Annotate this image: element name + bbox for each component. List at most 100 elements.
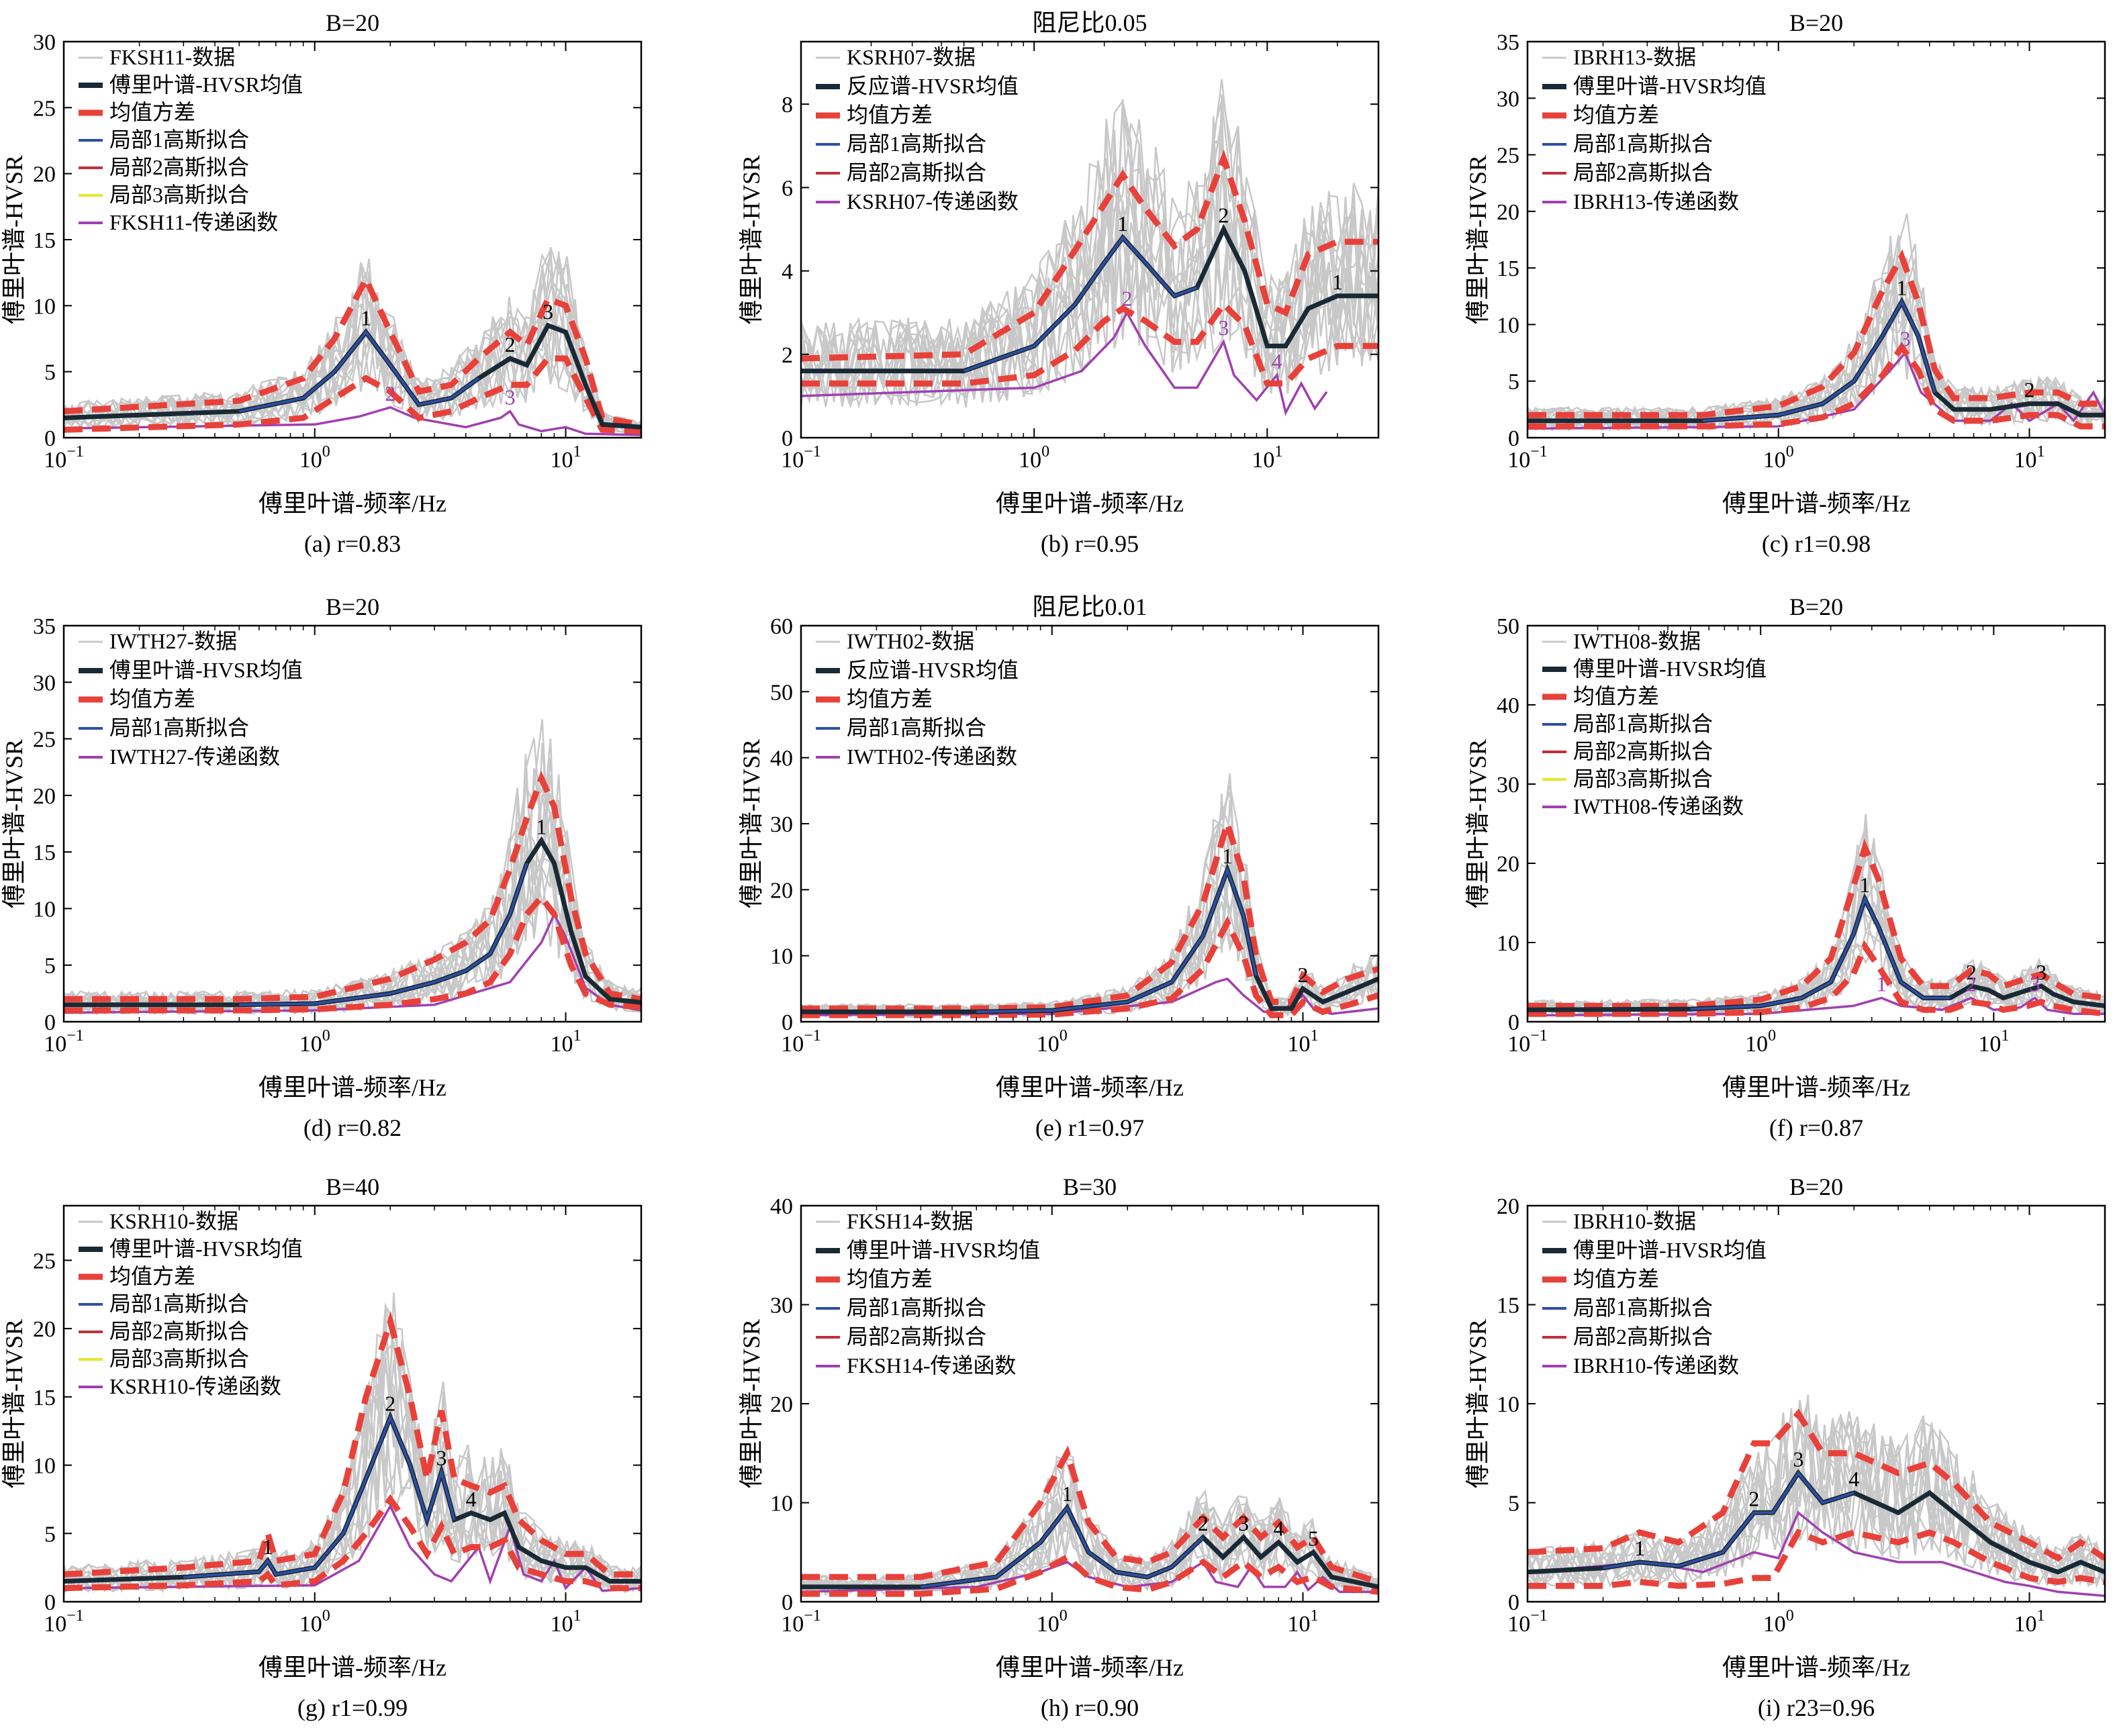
- x-tick-base: 10: [1978, 1032, 2001, 1057]
- y-tick-label: 10: [770, 945, 793, 969]
- x-tick-label: 101: [550, 1027, 581, 1057]
- x-tick-base: 10: [1287, 1612, 1310, 1637]
- legend-entry: 傅里叶谱-HVSR均值: [1573, 1238, 1767, 1262]
- peak-label: 3: [1218, 316, 1229, 340]
- chart-caption: (b) r=0.95: [1041, 530, 1139, 557]
- legend-entry: IWTH02-数据: [847, 629, 974, 653]
- peak-label: 1: [1332, 270, 1343, 294]
- plot-area: 12: [801, 773, 1378, 1019]
- peak-label: 3: [543, 299, 553, 324]
- axes-frame: [1526, 624, 2106, 1023]
- x-tick-exponent: 0: [1768, 1027, 1776, 1045]
- axes-frame: [62, 624, 643, 1023]
- legend-entry: IWTH27-数据: [109, 629, 237, 653]
- x-tick-label: 10−1: [1507, 443, 1548, 473]
- legend-entry: 均值方差: [1573, 103, 1659, 127]
- transfer-function-line: [64, 405, 641, 436]
- y-tick-label: 0: [44, 1010, 56, 1035]
- legend-entry: 均值方差: [1573, 684, 1659, 708]
- legend-entry: 均值方差: [109, 1264, 195, 1288]
- data-curve: [801, 791, 1378, 1019]
- variance-line: [64, 1494, 641, 1592]
- legend-entry: 傅里叶谱-HVSR均值: [109, 658, 303, 682]
- plot-area: 1 2 3 1 2 3: [1527, 814, 2105, 1018]
- chart-caption: (h) r=0.90: [1041, 1694, 1139, 1721]
- x-tick-exponent: −1: [804, 1027, 821, 1045]
- legend-entry: 局部2高斯拟合: [847, 1324, 986, 1349]
- data-curve: [64, 267, 641, 432]
- y-tick-label: 30: [1497, 87, 1519, 111]
- y-tick-label: 25: [33, 1249, 56, 1273]
- chart-caption: (d) r=0.82: [303, 1114, 402, 1141]
- variance-line: [64, 892, 641, 1014]
- x-tick-exponent: −1: [804, 1607, 821, 1625]
- x-tick-base: 10: [1252, 448, 1274, 473]
- gaussian-fit-1: [1690, 896, 1950, 1010]
- x-axis-label: 傅里叶谱-频率/Hz: [258, 1074, 446, 1101]
- peak-label: 4: [1848, 1467, 1859, 1491]
- y-tick-label: 10: [33, 897, 56, 922]
- peak-label: 1: [1876, 972, 1887, 996]
- variance-line: [64, 355, 641, 434]
- peak-label: 2: [1198, 1511, 1209, 1535]
- y-tick-label: 30: [770, 1294, 793, 1318]
- x-tick-label: 101: [1978, 1027, 2009, 1057]
- x-tick-label: 100: [1037, 1027, 1068, 1057]
- y-tick-label: 10: [1497, 931, 1519, 956]
- x-tick-label: 101: [1287, 1607, 1318, 1637]
- chart-panel-g: B=40 (g) r1=0.99 傅里叶谱-频率/Hz 傅里叶谱-HVSR 1 2 34 0 5…: [1, 1173, 643, 1721]
- y-axis-label: 傅里叶谱-HVSR: [1464, 1319, 1491, 1488]
- transfer-function-line: [801, 309, 1328, 416]
- y-tick-label: 25: [33, 728, 56, 753]
- x-tick-base: 10: [1287, 1032, 1310, 1057]
- x-tick-exponent: −1: [66, 443, 84, 461]
- gaussian-fit-1: [976, 866, 1258, 1014]
- x-tick-label: 101: [2014, 1607, 2044, 1637]
- variance-line: [1527, 342, 2105, 430]
- peak-label: 4: [1272, 349, 1282, 373]
- y-axis-label: 傅里叶谱-HVSR: [1, 155, 28, 324]
- plot-area: 1 2 1 2 3 4: [801, 79, 1378, 416]
- axes-frame: [800, 40, 1380, 439]
- chart-title: B=20: [1789, 593, 1843, 620]
- y-axis-label: 傅里叶谱-HVSR: [738, 155, 765, 324]
- x-axis-label: 傅里叶谱-频率/Hz: [1722, 1654, 1910, 1681]
- chart-title: B=30: [1063, 1173, 1117, 1200]
- x-tick-exponent: −1: [1530, 1607, 1548, 1625]
- y-axis-label: 傅里叶谱-HVSR: [1, 1319, 28, 1488]
- x-tick-exponent: −1: [66, 1027, 84, 1045]
- legend-entry: 局部3高斯拟合: [1573, 767, 1713, 791]
- data-curve: [801, 100, 1378, 407]
- chart-title: B=20: [1789, 9, 1843, 36]
- x-tick-base: 10: [1763, 448, 1786, 473]
- x-tick-exponent: 1: [1310, 1607, 1318, 1625]
- x-tick-exponent: 0: [1060, 1027, 1068, 1045]
- variance-line: [801, 916, 1378, 1018]
- chart-caption: (i) r23=0.96: [1758, 1694, 1875, 1721]
- legend-entry: 局部1高斯拟合: [109, 128, 249, 152]
- y-tick-label: 10: [770, 1492, 793, 1516]
- x-tick-label: 100: [1745, 1027, 1776, 1057]
- legend-entry: 局部2高斯拟合: [1573, 1324, 1713, 1349]
- x-tick-base: 10: [2014, 448, 2036, 473]
- transfer-function-line: [801, 1560, 1378, 1594]
- legend-entry: 局部3高斯拟合: [109, 1347, 249, 1371]
- x-tick-exponent: 0: [1786, 443, 1794, 461]
- gaussian-fit-1: [238, 330, 479, 413]
- chart-panel-i: B=20 (i) r23=0.96 傅里叶谱-频率/Hz 傅里叶谱-HVSR 1 2 3 4 0…: [1464, 1173, 2106, 1721]
- y-tick-label: 20: [33, 1317, 56, 1342]
- legend-entry: IBRH10-传递函数: [1573, 1353, 1739, 1378]
- peak-label: 3: [1900, 327, 1911, 351]
- legend-entry: 局部1高斯拟合: [1573, 712, 1713, 736]
- y-tick-label: 10: [1497, 313, 1519, 338]
- variance-line: [801, 813, 1378, 1012]
- peak-label: 1: [1117, 211, 1128, 236]
- peak-label: 1: [536, 814, 547, 838]
- data-curve: [801, 773, 1378, 1019]
